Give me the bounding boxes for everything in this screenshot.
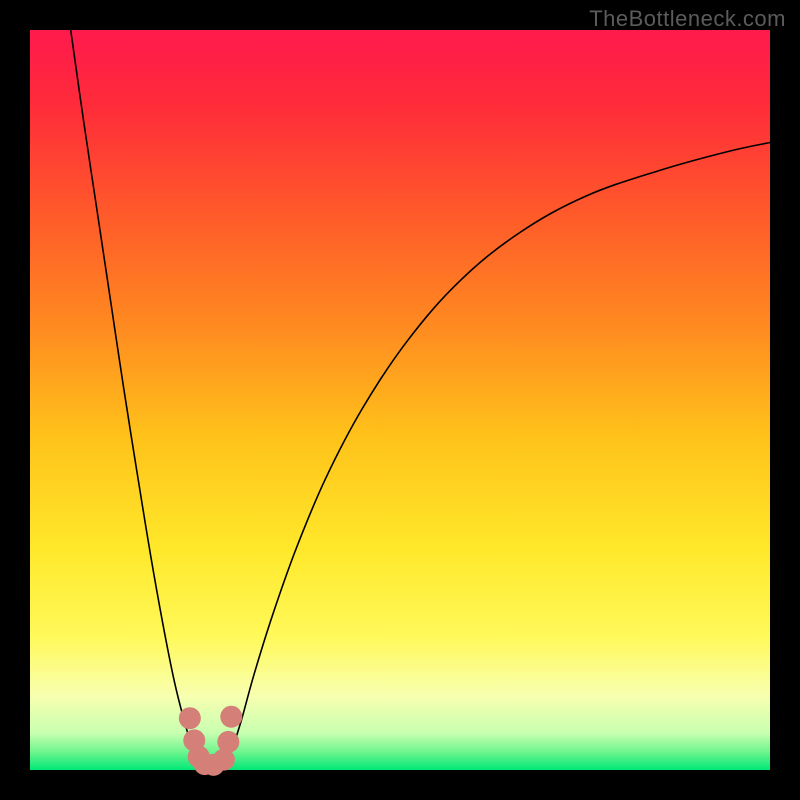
marker-dot [179, 707, 201, 729]
marker-dot [220, 706, 242, 728]
curve-right [226, 142, 770, 763]
watermark-text: TheBottleneck.com [589, 6, 786, 32]
figure-frame: TheBottleneck.com [0, 0, 800, 800]
chart-area [30, 30, 770, 770]
marker-dot [217, 731, 239, 753]
chart-svg-layer [30, 30, 770, 770]
curve-left [71, 30, 202, 763]
